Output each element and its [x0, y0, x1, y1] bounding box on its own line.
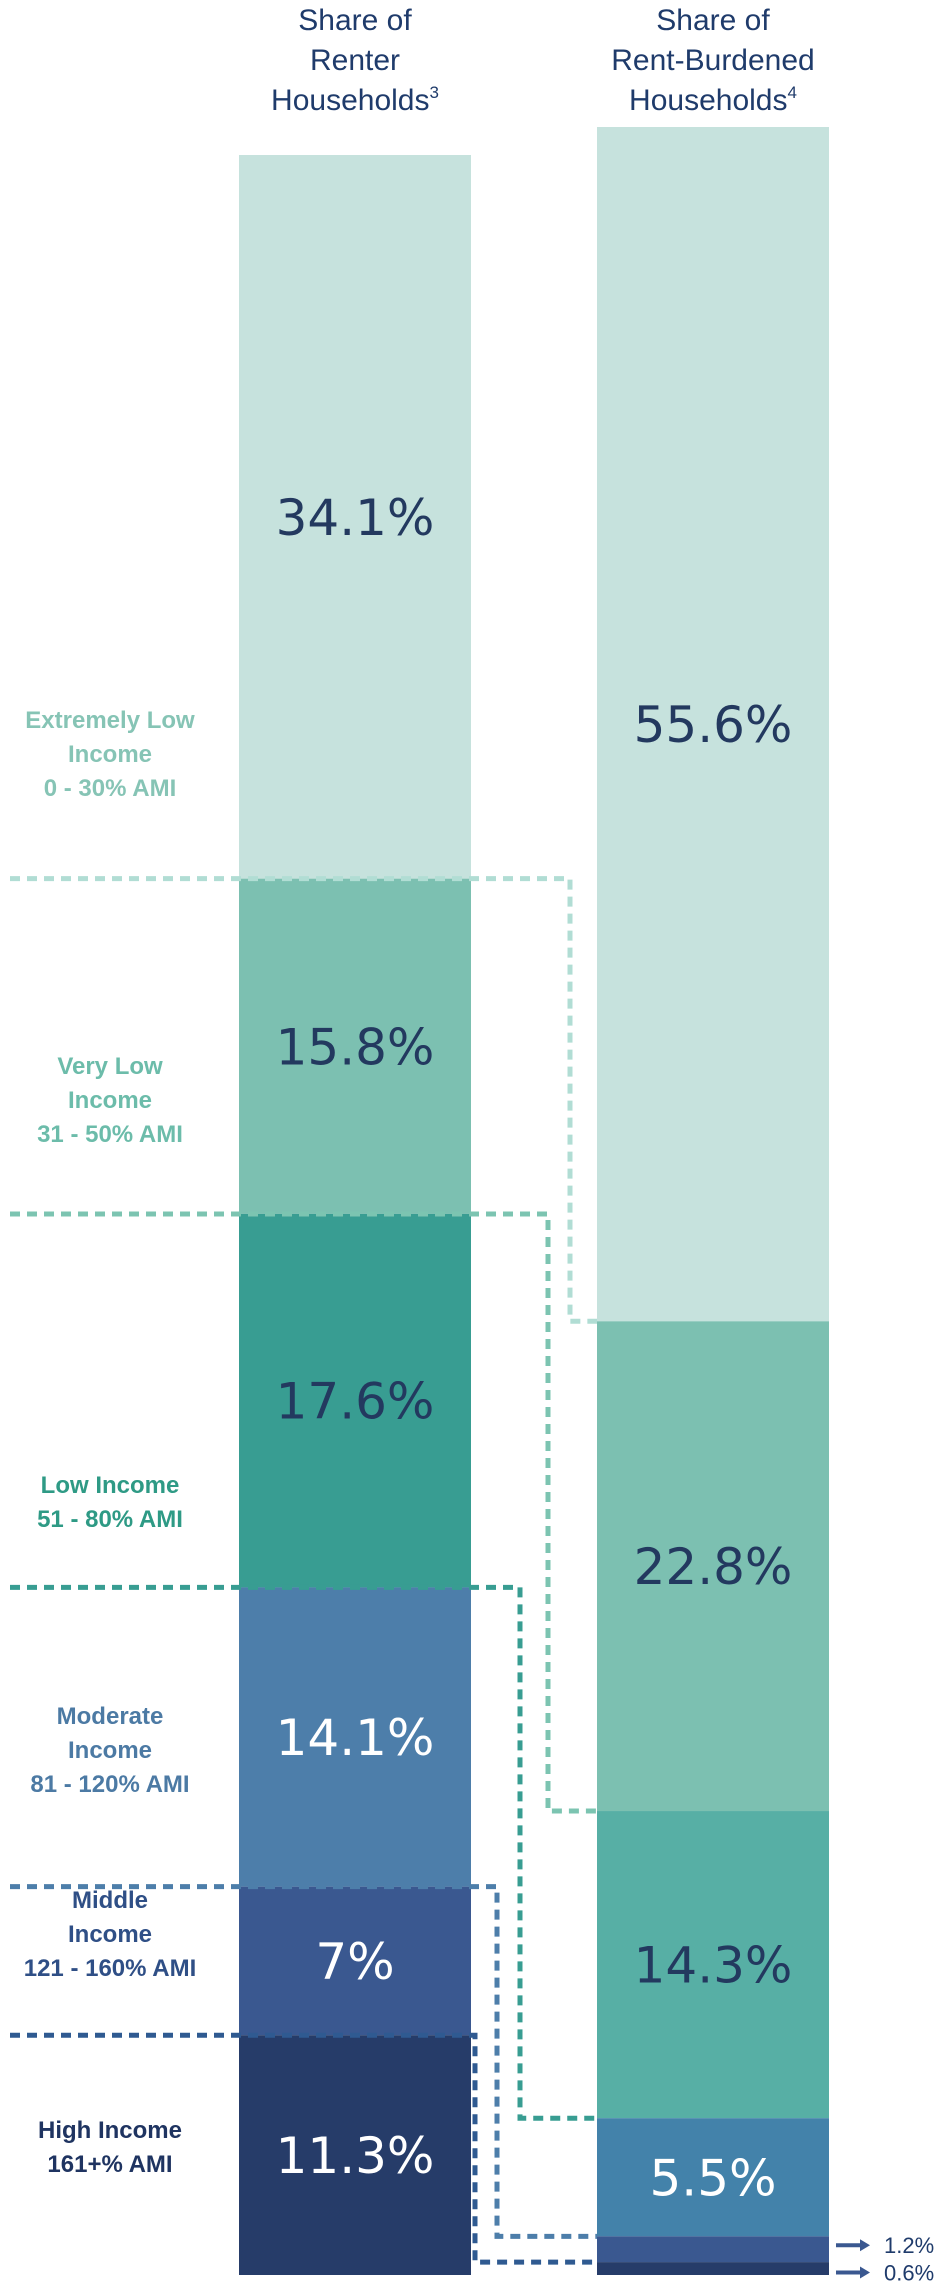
- category-labels: Extremely Low Income 0 - 30% AMI Very Low In…: [24, 707, 197, 2178]
- bar-col2-extremely-low-income: [597, 127, 829, 1322]
- category-label-middle-income-line-1: Middle: [72, 1887, 148, 1914]
- connector-middle-income: [10, 2032, 597, 2265]
- value-label-col1-high-income: 11.3%: [276, 2127, 435, 2185]
- category-label-high-income-line-2: 161+% AMI: [47, 2151, 172, 2178]
- value-labels: 34.1% 15.8% 17.6% 14.1% 7% 11.3% 55.6% 22.8% 14.…: [276, 489, 935, 2286]
- value-label-col2-middle-income: 1.2%: [884, 2233, 934, 2258]
- column-1-heading-text: Renter: [310, 44, 400, 77]
- connector-low-income: [10, 1584, 597, 2121]
- value-label-col1-low-income: 17.6%: [276, 1373, 435, 1431]
- category-label-middle-income-line-2: Income: [68, 1921, 152, 1948]
- arrowhead-high-income: [860, 2266, 870, 2279]
- category-label-moderate-income-line-3: 81 - 120% AMI: [30, 1771, 189, 1798]
- column-2-heading-text: Share of: [656, 4, 770, 37]
- bar-col2-high-income: [597, 2262, 829, 2275]
- value-label-col2-extremely-low-income: 55.6%: [634, 696, 793, 754]
- category-label-extremely-low-income-line-2: Income: [68, 741, 152, 768]
- category-label-very-low-income-line-2: Income: [68, 1087, 152, 1114]
- category-label-very-low-income-line-1: Very Low: [57, 1053, 163, 1080]
- column-1-heading-line-2: Renter: [310, 44, 400, 77]
- category-label-moderate-income-line-2: Income: [68, 1737, 152, 1764]
- category-label-moderate-income-line-1: Moderate: [57, 1703, 164, 1730]
- connector-extremely-low-income: [10, 876, 597, 1324]
- value-label-col2-low-income: 14.3%: [634, 1937, 793, 1995]
- bar-col1-middle-income: [239, 1886, 471, 2036]
- bar-col2-middle-income: [597, 2236, 829, 2263]
- value-label-col2-moderate-income: 5.5%: [649, 2149, 776, 2207]
- column-1-footnote-mark: 3: [429, 83, 438, 102]
- value-label-col2-very-low-income: 22.8%: [634, 1538, 793, 1596]
- category-label-extremely-low-income-line-1: Extremely Low: [25, 707, 195, 734]
- arrowhead-middle-income: [860, 2239, 870, 2252]
- bar-col1-low-income: [239, 1213, 471, 1588]
- bar-col1-high-income: [239, 2035, 471, 2275]
- bar-col2-low-income: [597, 1811, 829, 2119]
- column-2-footnote-mark: 4: [787, 83, 796, 102]
- value-label-col1-very-low-income: 15.8%: [276, 1018, 435, 1076]
- bar-col1-very-low-income: [239, 878, 471, 1214]
- column-1-heading-line-1: Share of: [298, 4, 412, 37]
- column-2-heading-line-2: Rent-Burdened: [611, 44, 814, 77]
- category-label-extremely-low-income-line-3: 0 - 30% AMI: [44, 775, 176, 802]
- column-1-heading-line-3: Households3: [271, 83, 439, 117]
- column-1-heading-text: Households: [271, 84, 429, 117]
- bar-col2-very-low-income: [597, 1321, 829, 1812]
- bar-col1-extremely-low-income: [239, 155, 471, 879]
- value-label-col1-moderate-income: 14.1%: [276, 1709, 435, 1767]
- column-2-heading-text: Rent-Burdened: [611, 44, 814, 77]
- category-label-very-low-income-line-3: 31 - 50% AMI: [37, 1121, 183, 1148]
- value-label-col2-high-income: 0.6%: [884, 2261, 934, 2286]
- bar-col1-moderate-income: [239, 1587, 471, 1887]
- value-label-col1-middle-income: 7%: [315, 1933, 394, 1991]
- column-2-heading-line-3: Households4: [629, 83, 797, 117]
- category-label-low-income-line-1: Low Income: [41, 1472, 180, 1499]
- column-2-heading-text: Households: [629, 84, 787, 117]
- category-label-middle-income-line-3: 121 - 160% AMI: [24, 1955, 197, 1982]
- value-label-col1-extremely-low-income: 34.1%: [276, 489, 435, 547]
- column-1-heading-text: Share of: [298, 4, 412, 37]
- connector-moderate-income: [10, 1884, 597, 2239]
- bar-col2-moderate-income: [597, 2118, 829, 2237]
- category-label-high-income-line-1: High Income: [38, 2117, 182, 2144]
- category-label-low-income-line-2: 51 - 80% AMI: [37, 1506, 183, 1533]
- connector-very-low-income: [10, 1211, 597, 1814]
- column-2-heading-line-1: Share of: [656, 4, 770, 37]
- connector-lines: [10, 876, 597, 2265]
- bars: [239, 127, 829, 2275]
